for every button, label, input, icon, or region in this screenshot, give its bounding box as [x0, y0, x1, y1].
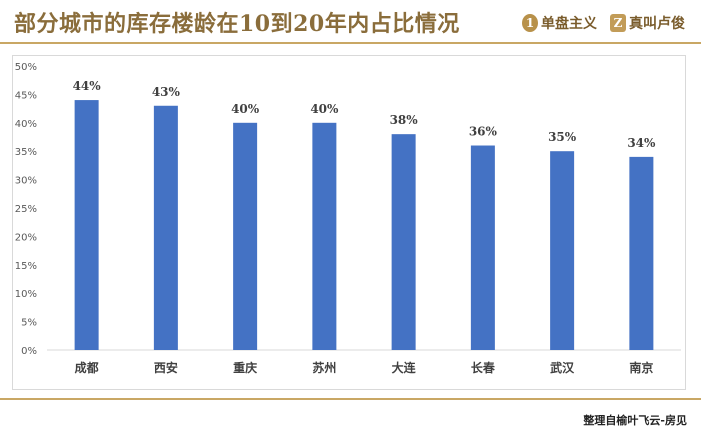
bar-1	[74, 100, 99, 350]
bar-chart: 0% 5% 10% 15% 20% 25% 30% 35% 40% 45% 50% 44% 成都 43% 西…	[15, 62, 681, 375]
data-label: 35%	[548, 130, 577, 144]
header-divider	[0, 42, 701, 44]
brand-logo-zhenjiao: Z 真叫卢俊	[610, 12, 685, 34]
footer-divider	[0, 398, 701, 400]
y-tick-label: 5%	[21, 318, 37, 329]
x-tick-label: 大连	[392, 360, 417, 375]
bar-3	[233, 122, 258, 350]
data-label: 36%	[469, 125, 498, 139]
y-tick-label: 35%	[15, 147, 37, 158]
x-tick-label: 南京	[629, 360, 653, 375]
x-tick-label: 西安	[154, 360, 178, 375]
bar-8	[629, 156, 654, 350]
danpan-logo-icon: 1	[522, 14, 538, 32]
bar-6	[470, 145, 495, 350]
data-label: 40%	[231, 102, 260, 116]
x-tick-label: 武汉	[550, 360, 575, 375]
brand-logo-danpan: 1 单盘主义	[522, 12, 597, 34]
brand-label: 单盘主义	[541, 16, 597, 32]
y-tick-label: 30%	[15, 176, 37, 187]
x-tick-label: 长春	[471, 360, 496, 375]
data-label: 34%	[627, 136, 656, 150]
y-tick-label: 25%	[15, 204, 37, 215]
x-tick-label: 苏州	[312, 360, 336, 375]
chart-area: 0% 5% 10% 15% 20% 25% 30% 35% 40% 45% 50% 44% 成都 43% 西…	[12, 55, 686, 390]
data-label: 43%	[152, 85, 181, 99]
y-tick-label: 0%	[21, 346, 37, 357]
x-tick-label: 成都	[75, 360, 99, 375]
x-tick-label: 重庆	[233, 360, 257, 375]
brand-label: 真叫卢俊	[629, 16, 685, 32]
data-label: 38%	[390, 113, 419, 127]
source-credit: 整理自榆叶飞云-房见	[583, 414, 687, 427]
bar-7	[550, 151, 575, 350]
data-label: 44%	[73, 79, 102, 93]
bar-5	[391, 134, 416, 350]
header: 部分城市的库存楼龄在10到20年内占比情况 1 单盘主义 Z 真叫卢俊	[0, 0, 701, 44]
zhenjiao-logo-icon: Z	[610, 14, 626, 32]
page-title: 部分城市的库存楼龄在10到20年内占比情况	[14, 11, 460, 37]
y-tick-label: 50%	[15, 62, 37, 73]
y-tick-label: 10%	[15, 289, 37, 300]
y-tick-label: 40%	[15, 119, 37, 130]
y-tick-label: 45%	[15, 90, 37, 101]
bar-2	[153, 105, 178, 350]
bar-4	[312, 122, 337, 350]
data-label: 40%	[310, 102, 339, 116]
y-tick-label: 15%	[15, 261, 37, 272]
y-tick-label: 20%	[15, 232, 37, 243]
